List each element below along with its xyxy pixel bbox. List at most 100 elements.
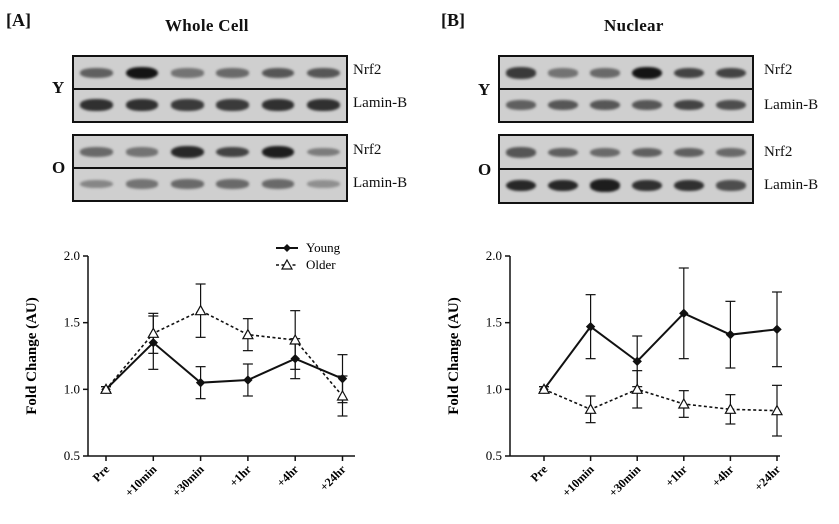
- data-point-triangle: [631, 383, 644, 394]
- y-axis-title: Fold Change (AU): [446, 297, 462, 415]
- series-line-series-0: [543, 312, 778, 390]
- data-point-diamond: [725, 329, 736, 340]
- blot-divider: [500, 168, 752, 170]
- y-tick-label: 1.0: [486, 381, 502, 396]
- blot-band: [673, 67, 705, 79]
- data-point-diamond: [195, 377, 206, 388]
- legend-label: Young: [306, 240, 341, 255]
- blot-band: [547, 99, 579, 111]
- panel-b-title: Nuclear: [604, 16, 664, 35]
- blot-band: [505, 147, 537, 158]
- blot-band: [307, 67, 340, 79]
- blot-band: [216, 68, 249, 78]
- blot-band: [589, 68, 621, 78]
- y-axis-title: Fold Change (AU): [24, 297, 40, 415]
- band-label-lamin-b: Lamin-B: [353, 175, 408, 191]
- blot-band: [80, 147, 113, 157]
- blot-divider: [500, 88, 752, 90]
- x-tick-label: +24hr: [317, 462, 349, 494]
- panel-b-young-label: Y: [478, 80, 491, 99]
- blot-row-nrf2: [500, 136, 752, 169]
- data-point-triangle: [537, 383, 551, 394]
- panel-b-older-label: O: [478, 160, 492, 179]
- data-point-triangle: [99, 383, 113, 394]
- x-tick-label: +24hr: [751, 462, 783, 494]
- band-label-lamin-b: Lamin-B: [764, 177, 819, 193]
- data-point-diamond: [585, 321, 596, 332]
- blot-nuclear-young: [498, 55, 754, 123]
- y-tick-label: 0.5: [486, 448, 502, 463]
- blot-band: [80, 99, 113, 111]
- x-tick-label: Pre: [90, 462, 113, 485]
- blot-whole-cell-older: [72, 134, 348, 202]
- blot-band: [125, 147, 159, 157]
- data-point-triangle: [241, 328, 254, 340]
- blot-band: [715, 99, 747, 111]
- x-tick-label: +1hr: [662, 462, 690, 490]
- data-point-triangle: [770, 404, 784, 416]
- blot-band: [80, 68, 113, 78]
- data-point-diamond: [632, 356, 642, 367]
- blot-band: [589, 179, 621, 192]
- blot-band: [505, 67, 537, 79]
- data-point-triangle: [147, 327, 160, 338]
- data-point-triangle: [194, 304, 207, 316]
- data-point-triangle: [289, 333, 302, 345]
- blot-divider: [74, 167, 346, 169]
- panel-a-letter: [A]: [6, 10, 31, 30]
- data-point-diamond: [243, 375, 253, 385]
- line-chart-whole-cell: 0.5 1.0 1.5 2.0 Fold Change (AU) Pre +10min +30…: [24, 240, 355, 500]
- x-tick-label: +1hr: [227, 462, 255, 490]
- blot-row-nrf2: [74, 57, 346, 89]
- blot-whole-cell-young: [72, 55, 348, 123]
- blot-band: [673, 179, 705, 192]
- data-point-diamond: [679, 308, 689, 319]
- blot-band: [589, 99, 621, 111]
- panel-a-young-label: Y: [52, 78, 65, 97]
- band-label-nrf2: Nrf2: [764, 144, 793, 160]
- band-label-nrf2: Nrf2: [353, 62, 382, 78]
- blot-band: [631, 99, 663, 111]
- band-label-nrf2: Nrf2: [764, 62, 793, 78]
- panel-a-title: Whole Cell: [165, 16, 249, 35]
- data-point-diamond: [772, 324, 782, 335]
- blot-band: [715, 180, 747, 191]
- series-line-young: [105, 341, 343, 391]
- blot-band: [547, 147, 579, 158]
- line-chart-nuclear: 0.5 1.0 1.5 2.0 Fold Change (AU) Pre +10min +30…: [446, 248, 784, 500]
- x-tick-label: +4hr: [274, 462, 302, 490]
- blot-band: [261, 99, 295, 111]
- blot-band: [216, 146, 249, 158]
- x-tick-label: +30min: [606, 462, 644, 500]
- panel-b-letter: [B]: [441, 10, 465, 30]
- blot-band: [505, 100, 537, 110]
- blot-band: [547, 68, 579, 78]
- legend-label: Older: [306, 257, 336, 272]
- blot-band: [171, 146, 204, 158]
- blot-row-lamin-b: [74, 168, 346, 200]
- blot-band: [307, 147, 340, 157]
- series-line-older: [105, 309, 344, 397]
- blot-band: [171, 179, 204, 189]
- blot-band: [631, 66, 663, 80]
- legend-marker-triangle: [280, 258, 294, 270]
- blot-band: [505, 179, 537, 192]
- band-label-nrf2: Nrf2: [353, 142, 382, 158]
- x-tick-label: +4hr: [709, 462, 737, 490]
- blot-band: [125, 99, 159, 111]
- blot-band: [715, 147, 747, 158]
- blot-band: [673, 147, 705, 158]
- blot-divider: [74, 88, 346, 90]
- blot-band: [261, 179, 295, 189]
- x-tick-label: Pre: [528, 462, 551, 485]
- band-label-lamin-b: Lamin-B: [764, 97, 819, 113]
- y-tick-label: 0.5: [64, 448, 80, 463]
- y-tick-label: 1.5: [486, 315, 502, 330]
- blot-band: [171, 99, 204, 111]
- panel-a-older-label: O: [52, 158, 66, 177]
- blot-band: [715, 67, 747, 79]
- blot-band: [216, 179, 249, 189]
- blot-band: [547, 179, 579, 192]
- y-tick-label: 1.0: [64, 381, 80, 396]
- blot-band: [261, 67, 295, 79]
